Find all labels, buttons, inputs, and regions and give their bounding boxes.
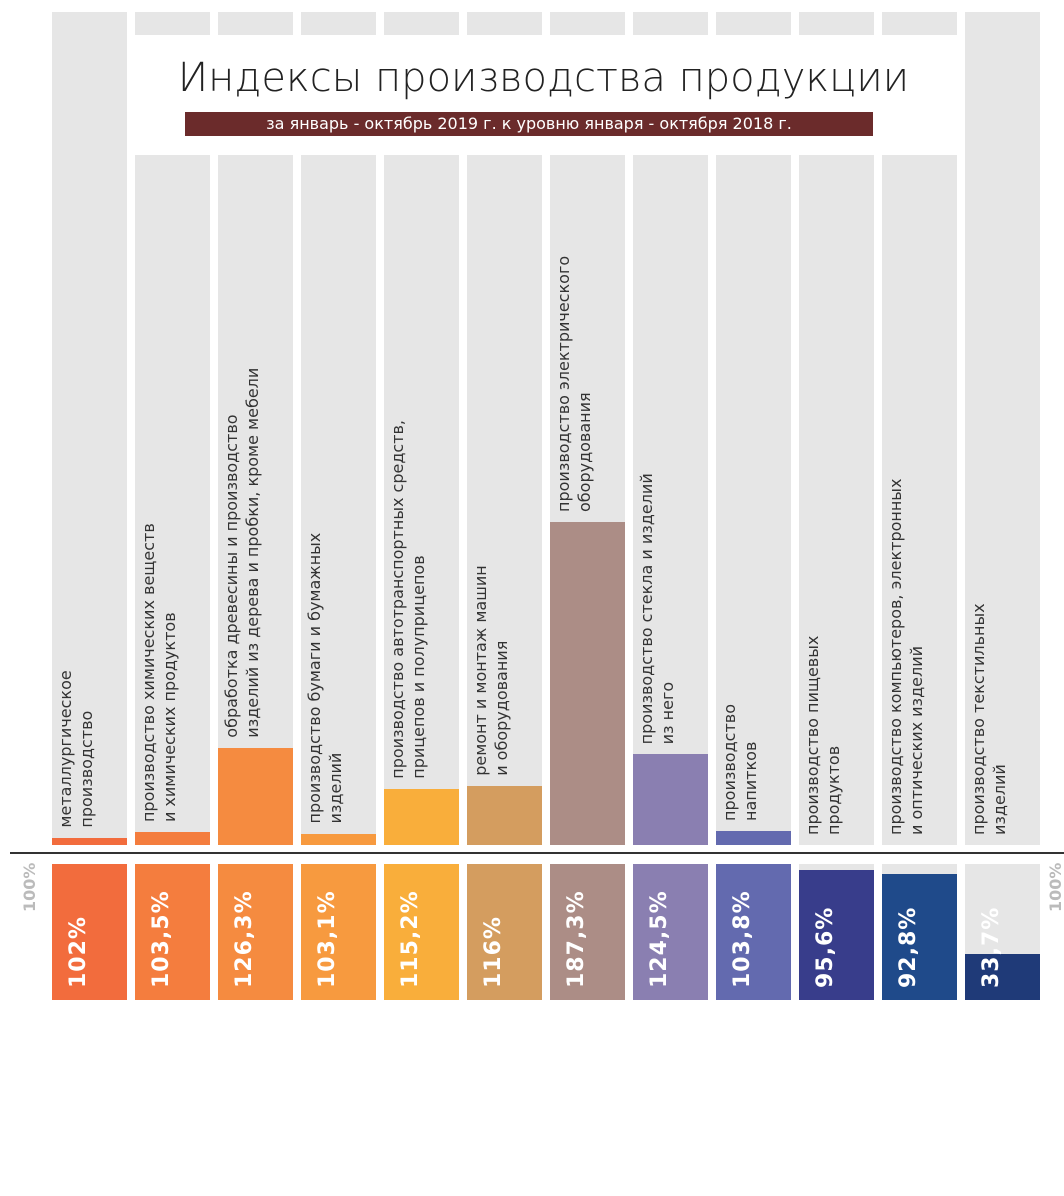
value-label: 92,8% (896, 906, 921, 988)
bar-excess (716, 830, 791, 845)
bar-excess (135, 832, 210, 845)
value-label: 103,5% (149, 890, 174, 988)
value-label: 33,7% (979, 906, 1004, 988)
category-label: производство напитков (720, 704, 760, 821)
category-label: производство текстильных изделий (969, 603, 1009, 835)
category-label: производство стекла и изделий из него (637, 473, 677, 745)
bar (384, 864, 459, 1000)
category-label: металлургическое производство (56, 670, 96, 828)
baseline-label: 100% (1046, 862, 1064, 912)
bar (52, 864, 127, 1000)
value-label: 124,5% (647, 890, 672, 988)
value-label: 103,8% (730, 890, 755, 988)
category-label: производство электрического оборудования (554, 255, 594, 512)
bar-excess (467, 785, 542, 845)
bar (965, 954, 1040, 1000)
value-label: 103,1% (315, 890, 340, 988)
category-label: производство компьютеров, электронных и … (886, 478, 926, 835)
value-label: 115,2% (398, 890, 423, 988)
bar (633, 864, 708, 1000)
column-bg (965, 12, 1040, 845)
bar (716, 864, 791, 1000)
category-label: производство пищевых продуктов (803, 635, 843, 835)
category-label: производство химических веществ и химиче… (139, 523, 179, 823)
bar (799, 869, 874, 1000)
category-label: производство бумаги и бумажных изделий (305, 532, 345, 824)
bar (218, 864, 293, 1000)
bar (550, 864, 625, 1000)
bar (135, 864, 210, 1000)
bar (467, 864, 542, 1000)
subtitle: за январь - октябрь 2019 г. к уровню янв… (185, 112, 873, 136)
bar-excess (384, 788, 459, 845)
bar-excess (52, 837, 127, 845)
bar-excess (301, 833, 376, 845)
bar-excess (633, 754, 708, 845)
category-label: ремонт и монтаж машин и оборудования (471, 565, 511, 776)
baseline (10, 852, 1064, 854)
bar-excess (218, 747, 293, 845)
value-label: 187,3% (564, 890, 589, 988)
value-label: 126,3% (232, 890, 257, 988)
chart-title: Индексы производства продукции (177, 55, 910, 101)
baseline-label: 100% (20, 862, 39, 912)
value-label: 102% (66, 916, 91, 988)
bar (301, 864, 376, 1000)
bar-excess (550, 521, 625, 845)
column-bg (52, 12, 127, 845)
category-label: обработка древесины и производство издел… (222, 367, 262, 738)
bar (882, 873, 957, 1000)
category-label: производство автотранспортных средств, п… (388, 419, 428, 779)
value-label: 116% (481, 916, 506, 988)
value-label: 95,6% (813, 906, 838, 988)
